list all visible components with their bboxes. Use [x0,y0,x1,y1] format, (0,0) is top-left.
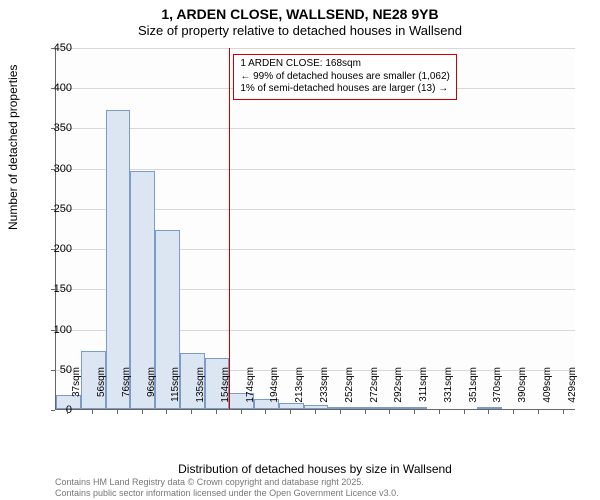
footer-line-1: Contains HM Land Registry data © Crown c… [55,477,364,487]
y-axis-label: Number of detached properties [6,65,20,230]
y-tick-mark [51,48,55,49]
x-tick-mark [488,410,489,414]
x-tick-mark [464,410,465,414]
y-tick-label: 150 [42,283,72,295]
x-tick-label: 331sqm [443,367,454,412]
x-tick-mark [191,410,192,414]
x-tick-label: 56sqm [96,367,107,412]
chart-title: 1, ARDEN CLOSE, WALLSEND, NE28 9YB [0,6,600,22]
y-tick-label: 100 [42,324,72,336]
x-tick-mark [414,410,415,414]
x-tick-label: 370sqm [492,367,503,412]
y-tick-label: 50 [42,364,72,376]
x-tick-mark [439,410,440,414]
y-tick-mark [51,128,55,129]
x-tick-label: 272sqm [369,367,380,412]
x-tick-label: 390sqm [517,367,528,412]
annotation-line: ← 99% of detached houses are smaller (1,… [240,71,450,84]
x-tick-mark [241,410,242,414]
x-tick-label: 135sqm [195,367,206,412]
gridline [56,169,575,170]
x-tick-mark [166,410,167,414]
annotation-line: 1 ARDEN CLOSE: 168sqm [240,58,450,71]
gridline [56,128,575,129]
y-tick-mark [51,169,55,170]
annotation-box: 1 ARDEN CLOSE: 168sqm← 99% of detached h… [233,54,457,100]
y-tick-mark [51,370,55,371]
x-tick-mark [315,410,316,414]
y-tick-mark [51,410,55,411]
footer-line-2: Contains public sector information licen… [55,488,399,498]
y-tick-mark [51,249,55,250]
x-tick-label: 252sqm [344,367,355,412]
x-tick-mark [117,410,118,414]
footer-attribution: Contains HM Land Registry data © Crown c… [55,477,399,498]
x-axis-label: Distribution of detached houses by size … [55,462,575,476]
x-tick-label: 429sqm [567,367,578,412]
x-tick-mark [92,410,93,414]
annotation-line: 1% of semi-detached houses are larger (1… [240,83,450,96]
x-tick-mark [340,410,341,414]
y-tick-label: 250 [42,203,72,215]
y-tick-mark [51,209,55,210]
chart-subtitle: Size of property relative to detached ho… [0,23,600,38]
x-tick-mark [389,410,390,414]
x-tick-mark [265,410,266,414]
x-tick-label: 311sqm [418,367,429,412]
y-tick-mark [51,88,55,89]
x-tick-mark [290,410,291,414]
x-tick-mark [142,410,143,414]
y-tick-label: 400 [42,82,72,94]
y-tick-mark [51,330,55,331]
x-tick-label: 194sqm [269,367,280,412]
y-tick-mark [51,289,55,290]
histogram-bar [106,110,131,409]
x-tick-mark [365,410,366,414]
x-tick-mark [67,410,68,414]
x-tick-mark [563,410,564,414]
y-tick-label: 200 [42,243,72,255]
x-tick-mark [538,410,539,414]
x-tick-label: 409sqm [542,367,553,412]
reference-line [229,48,230,409]
gridline [56,48,575,49]
x-tick-label: 292sqm [393,367,404,412]
x-tick-label: 174sqm [245,367,256,412]
x-tick-label: 37sqm [71,367,82,412]
x-tick-label: 213sqm [294,367,305,412]
x-tick-label: 96sqm [146,367,157,412]
x-tick-label: 233sqm [319,367,330,412]
x-tick-mark [216,410,217,414]
x-tick-label: 154sqm [220,367,231,412]
y-tick-label: 450 [42,42,72,54]
y-tick-label: 300 [42,163,72,175]
x-tick-mark [513,410,514,414]
x-tick-label: 351sqm [468,367,479,412]
x-tick-label: 76sqm [121,367,132,412]
x-tick-label: 115sqm [170,367,181,412]
chart-plot-area: 1 ARDEN CLOSE: 168sqm← 99% of detached h… [55,48,575,410]
y-tick-label: 350 [42,122,72,134]
